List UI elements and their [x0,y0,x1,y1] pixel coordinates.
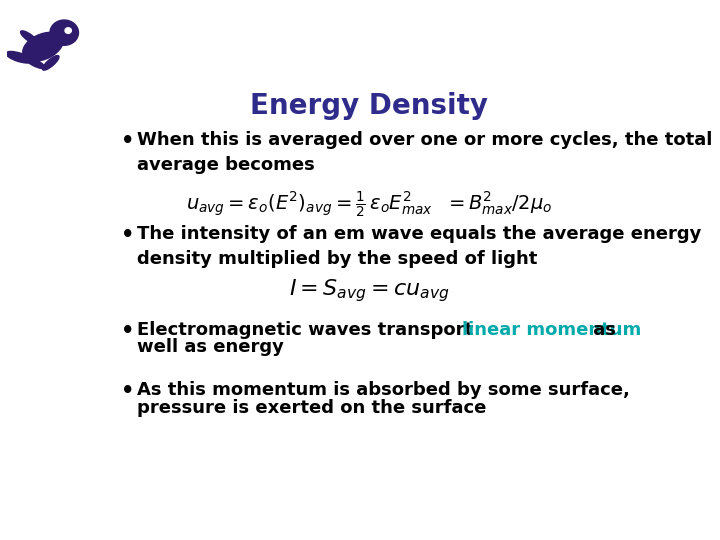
Ellipse shape [23,32,63,61]
Ellipse shape [6,51,32,63]
Ellipse shape [50,29,68,43]
Text: •: • [121,381,134,401]
Text: As this momentum is absorbed by some surface,: As this momentum is absorbed by some sur… [138,381,630,399]
Ellipse shape [25,57,45,69]
Ellipse shape [21,31,38,44]
Circle shape [65,28,71,33]
Text: When this is averaged over one or more cycles, the total
average becomes: When this is averaged over one or more c… [138,131,713,174]
Text: well as energy: well as energy [138,339,284,356]
Text: $I = S_{avg} = cu_{avg}$: $I = S_{avg} = cu_{avg}$ [289,277,449,303]
Text: Energy Density: Energy Density [250,92,488,120]
Text: Electromagnetic waves transport: Electromagnetic waves transport [138,321,480,339]
Circle shape [50,20,78,45]
Ellipse shape [42,56,59,70]
Text: linear momentum: linear momentum [462,321,641,339]
Text: pressure is exerted on the surface: pressure is exerted on the surface [138,399,487,417]
Text: The intensity of an em wave equals the average energy
density multiplied by the : The intensity of an em wave equals the a… [138,225,702,268]
Text: •: • [121,131,134,151]
Text: $u_{avg} = \varepsilon_o(E^2)_{avg} = \frac{1}{2}\, \varepsilon_o E^2_{max}\ \ =: $u_{avg} = \varepsilon_o(E^2)_{avg} = \f… [186,190,552,220]
Text: •: • [121,321,134,341]
Text: •: • [121,225,134,245]
Text: as: as [587,321,616,339]
